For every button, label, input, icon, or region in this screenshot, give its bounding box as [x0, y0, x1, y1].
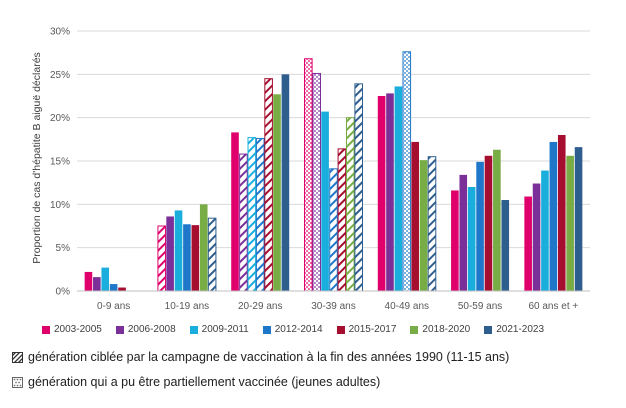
- x-tick-label: 60 ans et +: [528, 301, 578, 312]
- pattern-legend-diagonal: génération ciblée par la campagne de vac…: [11, 350, 510, 364]
- bar-2009-2011-40-49 ans: [394, 86, 403, 291]
- bar-2009-2011-10-19 ans: [174, 210, 183, 291]
- y-axis-label: Proportion de cas d'hépatite B aiguë déc…: [31, 52, 43, 264]
- bar-2018-2020-40-49 ans: [419, 160, 428, 291]
- bar-2021-2023-20-29 ans: [281, 74, 290, 291]
- y-tick-label: 30%: [50, 27, 70, 38]
- bar-2015-2017-20-29 ans: [264, 78, 273, 292]
- bar-2012-2014-40-49 ans: [402, 51, 412, 292]
- y-tick-label: 5%: [56, 243, 71, 254]
- legend-item: 2009-2011: [189, 324, 249, 335]
- legend-item: 2003-2005: [42, 324, 102, 335]
- bar-2015-2017-10-19 ans: [191, 225, 200, 291]
- y-tick-label: 20%: [50, 113, 70, 124]
- bar-2015-2017-0-9 ans: [118, 287, 126, 291]
- legend: 2003-2005 2006-2008 2009-2011 2012-2014 2015…: [42, 324, 558, 335]
- bar-2018-2020-60 ans et +: [566, 155, 574, 291]
- diagonal-pattern-swatch: [11, 351, 24, 363]
- pattern-legend-diagonal-label: génération ciblée par la campagne de vac…: [28, 350, 510, 364]
- bar-2003-2005-60 ans et +: [524, 196, 532, 291]
- bar-2003-2005-50-59 ans: [451, 190, 459, 291]
- bar-2021-2023-60 ans et +: [574, 147, 583, 291]
- bar-2006-2008-30-39 ans: [312, 72, 321, 292]
- bar-2009-2011-60 ans et +: [541, 170, 549, 291]
- bar-2015-2017-50-59 ans: [484, 155, 493, 291]
- legend-label: 2015-2017: [348, 324, 397, 335]
- bar-2012-2014-0-9 ans: [109, 284, 118, 291]
- bar-2006-2008-50-59 ans: [459, 174, 468, 291]
- bar-2003-2005-10-19 ans: [157, 225, 167, 292]
- bar-2006-2008-60 ans et +: [532, 183, 541, 291]
- bar-2015-2017-40-49 ans: [411, 141, 419, 291]
- pattern-legend-dotted: génération qui a pu être partiellement v…: [12, 375, 380, 389]
- legend-item: 2006-2008: [115, 324, 176, 335]
- bar-2012-2014-20-29 ans: [255, 137, 265, 292]
- legend-swatch: [189, 325, 198, 334]
- dotted-pattern-swatch: [12, 376, 23, 388]
- legend-item: 2015-2017: [336, 324, 397, 335]
- bar-2012-2014-30-39 ans: [329, 168, 338, 292]
- bar-2012-2014-10-19 ans: [183, 224, 191, 291]
- bar-2006-2008-10-19 ans: [166, 216, 174, 291]
- legend-swatch: [115, 325, 124, 334]
- x-tick-label: 20-29 ans: [238, 301, 282, 312]
- bar-2003-2005-0-9 ans: [84, 271, 93, 291]
- y-tick-label: 25%: [50, 70, 70, 81]
- legend-swatch: [336, 325, 345, 334]
- bar-2009-2011-30-39 ans: [321, 111, 329, 291]
- bar-2018-2020-50-59 ans: [493, 149, 501, 291]
- legend-label: 2003-2005: [54, 324, 102, 335]
- x-tick-label: 50-59 ans: [458, 301, 502, 312]
- bar-2003-2005-40-49 ans: [377, 96, 386, 291]
- bar-2003-2005-20-29 ans: [231, 132, 239, 291]
- bar-2018-2020-20-29 ans: [273, 94, 281, 292]
- pattern-legend-dotted-label: génération qui a pu être partiellement v…: [28, 375, 381, 389]
- bar-2021-2023-40-49 ans: [427, 156, 437, 292]
- bar-2015-2017-60 ans et +: [557, 135, 566, 291]
- x-tick-label: 0-9 ans: [97, 301, 130, 312]
- legend-swatch: [262, 325, 271, 334]
- bar-2006-2008-20-29 ans: [239, 153, 248, 292]
- y-tick-label: 0%: [56, 287, 71, 298]
- bar-2021-2023-10-19 ans: [207, 217, 217, 292]
- bar-2021-2023-50-59 ans: [501, 200, 510, 291]
- bar-2018-2020-10-19 ans: [199, 204, 208, 291]
- bar-2012-2014-50-59 ans: [476, 161, 484, 291]
- legend-swatch: [42, 325, 50, 334]
- x-tick-label: 30-39 ans: [311, 301, 355, 312]
- legend-label: 2009-2011: [201, 324, 249, 335]
- legend-item: 2018-2020: [410, 324, 470, 335]
- legend-item: 2021-2023: [484, 324, 544, 335]
- legend-label: 2012-2014: [274, 324, 323, 335]
- legend-label: 2006-2008: [127, 324, 176, 335]
- legend-swatch: [410, 325, 419, 334]
- bar-2006-2008-0-9 ans: [93, 277, 101, 291]
- bar-2009-2011-20-29 ans: [247, 137, 257, 292]
- y-tick-label: 15%: [50, 157, 70, 168]
- legend-swatch: [484, 325, 493, 334]
- bar-2006-2008-40-49 ans: [386, 93, 394, 292]
- bar-2021-2023-30-39 ans: [354, 83, 363, 292]
- bar-2009-2011-0-9 ans: [101, 267, 110, 291]
- legend-label: 2018-2020: [422, 324, 471, 335]
- legend-label: 2021-2023: [496, 324, 545, 335]
- bar-2012-2014-60 ans et +: [549, 141, 558, 291]
- bar-2015-2017-30-39 ans: [337, 148, 347, 292]
- bar-2003-2005-30-39 ans: [304, 58, 313, 292]
- legend-item: 2012-2014: [262, 324, 323, 335]
- y-tick-label: 10%: [50, 200, 70, 211]
- bar-2009-2011-50-59 ans: [467, 187, 476, 291]
- x-tick-label: 40-49 ans: [385, 301, 429, 312]
- bar-2018-2020-30-39 ans: [346, 117, 355, 292]
- x-tick-label: 10-19 ans: [165, 301, 209, 312]
